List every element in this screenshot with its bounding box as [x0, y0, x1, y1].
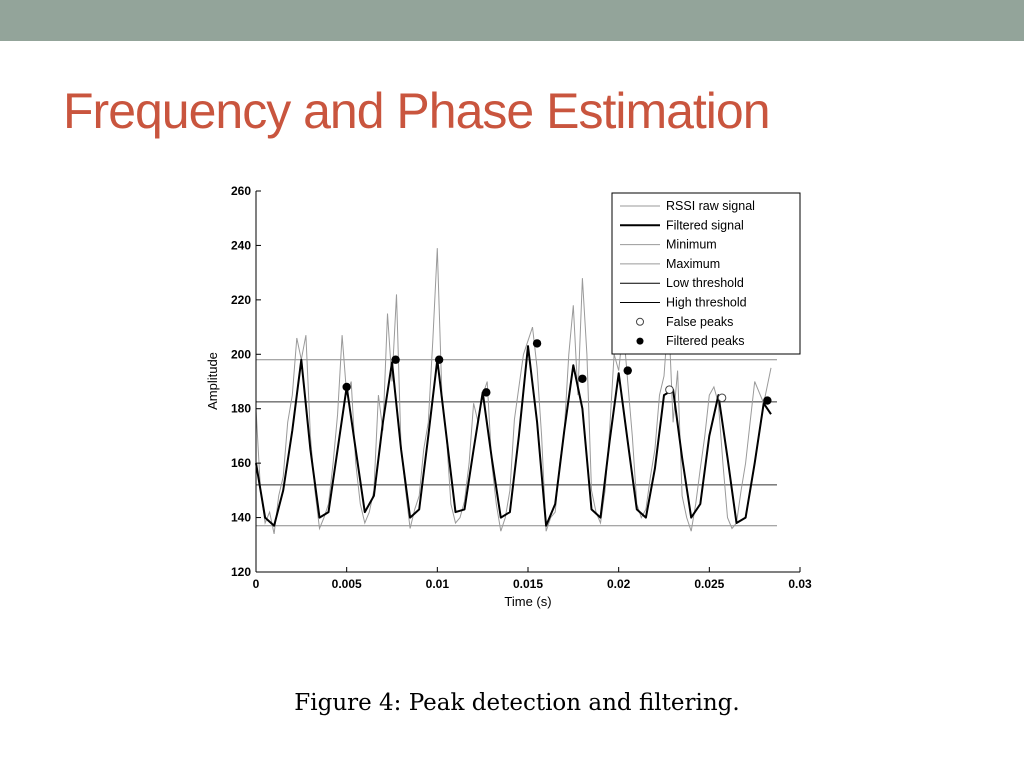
- y-tick-label: 220: [231, 293, 251, 307]
- x-tick-label: 0.005: [332, 577, 362, 591]
- peak-detection-chart: 120 140 160 180 200 220 240 260 0 0.005 0.01 0.015 0…: [205, 184, 812, 609]
- raw-signal-line: [255, 248, 772, 535]
- legend-label: Minimum: [666, 238, 717, 252]
- y-tick-label: 240: [231, 238, 251, 252]
- legend-label: Low threshold: [666, 276, 744, 290]
- y-tick-label: 160: [231, 456, 251, 470]
- x-tick-label: 0.025: [694, 577, 724, 591]
- axes: 120 140 160 180 200 220 240 260 0 0.005 0.01 0.015 0…: [231, 184, 812, 591]
- x-tick-label: 0.02: [607, 577, 631, 591]
- x-tick-label: 0.01: [426, 577, 450, 591]
- filtered-peak-point: [763, 396, 772, 405]
- y-tick-label: 260: [231, 184, 251, 198]
- legend-label: Filtered signal: [666, 218, 744, 232]
- legend-label: RSSI raw signal: [666, 199, 755, 213]
- top-accent-bar: [0, 0, 1024, 41]
- filtered-peak-point: [391, 355, 400, 364]
- raw-signal-series: [255, 248, 772, 535]
- false-peak-point: [717, 393, 727, 403]
- x-tick-label: 0: [253, 577, 260, 591]
- legend-swatch-filtered-peaks: [636, 337, 644, 345]
- filtered-peak-point: [434, 355, 444, 364]
- threshold-lines: [256, 359, 777, 527]
- x-tick-label: 0.03: [788, 577, 812, 591]
- false-peak-point: [665, 385, 674, 394]
- legend-label: Filtered peaks: [666, 334, 745, 348]
- filtered-peak-point: [482, 388, 491, 397]
- x-axis-label: Time (s): [504, 594, 551, 609]
- y-tick-label: 180: [231, 402, 251, 416]
- legend-label: False peaks: [666, 315, 733, 329]
- filtered-signal-series: [255, 345, 772, 527]
- legend-label: High threshold: [666, 296, 747, 310]
- legend-box: [611, 192, 801, 355]
- legend: RSSI raw signal Filtered signal Minimum Max…: [611, 192, 801, 355]
- filtered-peak-point: [578, 374, 587, 383]
- filtered-signal-line: [255, 345, 772, 527]
- peak-markers: [342, 339, 772, 405]
- y-tick-label: 200: [231, 347, 251, 361]
- filtered-peak-point: [532, 339, 542, 348]
- legend-label: Maximum: [666, 257, 720, 271]
- y-axis-label: Amplitude: [205, 352, 220, 410]
- filtered-peak-point: [623, 366, 632, 375]
- filtered-peak-point: [342, 382, 351, 392]
- legend-swatch-false-peaks: [636, 317, 644, 326]
- figure-caption: Figure 4: Peak detection and filtering.: [294, 690, 740, 716]
- y-tick-label: 140: [231, 511, 251, 525]
- x-tick-label: 0.015: [513, 577, 543, 591]
- y-tick-label: 120: [231, 565, 251, 579]
- slide-title: Frequency and Phase Estimation: [63, 83, 771, 139]
